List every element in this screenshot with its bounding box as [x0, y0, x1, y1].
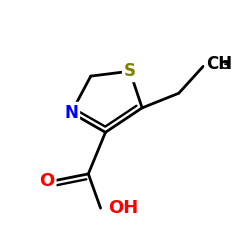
Text: OH: OH — [108, 199, 138, 217]
Text: N: N — [64, 104, 78, 122]
Text: S: S — [124, 62, 136, 80]
Text: CH: CH — [206, 55, 232, 73]
Text: O: O — [39, 172, 54, 190]
Text: 3: 3 — [222, 59, 230, 72]
